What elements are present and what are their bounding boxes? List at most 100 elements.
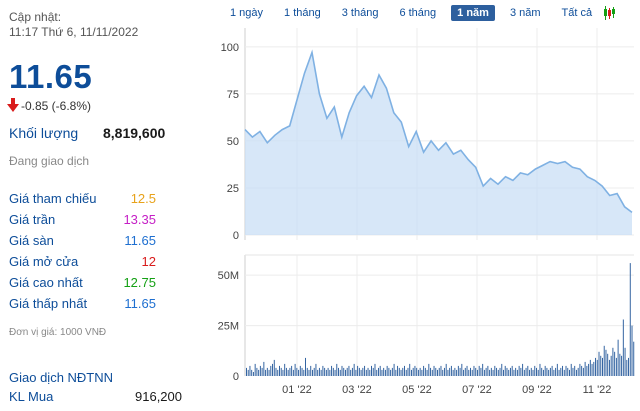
volume-bar: [482, 363, 484, 376]
stat-value: 11.65: [124, 233, 156, 248]
volume-bar: [417, 369, 419, 376]
volume-bar: [374, 363, 376, 376]
volume-bar: [579, 363, 581, 376]
volume-bar: [332, 367, 334, 376]
volume-bar: [367, 367, 369, 376]
volume-bar: [461, 363, 463, 376]
volume-bar: [414, 365, 416, 376]
volume-bar: [412, 367, 414, 376]
volume-bar: [292, 369, 294, 376]
volume-bar: [602, 357, 603, 376]
volume-bar: [372, 367, 374, 376]
volume-bar: [353, 363, 355, 376]
volume-bar: [419, 367, 421, 376]
stat-value: 13.35: [123, 212, 156, 227]
volume-bar: [490, 367, 492, 376]
volume-bar: [473, 365, 475, 376]
volume-bar: [266, 367, 268, 376]
volume-y-tick-label: 50M: [218, 270, 239, 282]
volume-bar: [567, 367, 569, 376]
x-tick-label: 07 '22: [462, 384, 492, 396]
price-line: [244, 49, 633, 214]
range-button-1-month[interactable]: 1 tháng: [284, 7, 321, 19]
volume-bar: [346, 367, 348, 376]
range-button-all[interactable]: Tất cả: [561, 7, 593, 19]
volume-bar: [483, 369, 485, 376]
volume-bar: [265, 369, 267, 376]
stat-label: Giá mở cửa: [9, 254, 79, 269]
volume-bar: [596, 359, 598, 376]
volume-bar: [247, 369, 249, 376]
volume-bar: [539, 363, 541, 376]
volume-bar: [397, 365, 399, 376]
volume-bar: [574, 365, 576, 376]
volume-bar: [612, 347, 614, 376]
price-y-tick-label: 100: [221, 42, 239, 54]
range-button-3-years[interactable]: 3 năm: [509, 7, 541, 19]
range-button-6-months[interactable]: 6 tháng: [399, 7, 437, 19]
volume-bar: [463, 369, 465, 376]
volume-value: 8,819,600: [103, 125, 166, 141]
volume-bar: [556, 363, 558, 376]
volume-bar: [503, 369, 504, 376]
range-button-1-year[interactable]: 1 năm: [451, 5, 495, 21]
trading-status: Đang giao dịch: [9, 154, 90, 168]
volume-bar: [541, 367, 543, 376]
foreign-trading-title: Giao dịch NĐTNN: [9, 370, 114, 385]
stat-value: 12.5: [130, 191, 156, 206]
stat-label: Giá tham chiếu: [9, 191, 97, 206]
volume-bar: [329, 369, 331, 376]
volume-bar: [499, 367, 501, 376]
volume-bar: [341, 365, 343, 376]
volume-bar: [581, 365, 583, 376]
volume-bar: [437, 369, 438, 376]
volume-bar: [529, 369, 531, 376]
volume-bar: [563, 369, 565, 376]
volume-bar: [365, 369, 367, 376]
volume-bar: [476, 369, 478, 376]
volume-bar: [586, 365, 588, 376]
price-volume-chart: 0 25 50 75 100 0 25M 50M 01 '22 03 '22 05 '22 07 '2…: [218, 28, 635, 396]
x-tick-label: 03 '22: [342, 384, 372, 396]
volume-bar: [421, 369, 423, 376]
volume-bar: [443, 367, 445, 376]
volume-bar: [383, 367, 385, 376]
volume-bar: [400, 369, 402, 376]
volume-bar: [313, 367, 315, 376]
volume-bar: [595, 357, 597, 376]
volume-bar: [520, 367, 522, 376]
volume-bar: [395, 369, 397, 376]
volume-bar: [560, 367, 562, 376]
volume-bar: [548, 369, 550, 376]
volume-bar: [615, 357, 617, 376]
volume-bar: [532, 369, 534, 376]
volume-bar: [261, 367, 263, 376]
x-tick-label: 09 '22: [522, 384, 552, 396]
price-y-tick-label: 50: [227, 136, 239, 148]
volume-bar: [301, 367, 303, 376]
volume-bar: [369, 369, 371, 376]
volume-bar: [339, 369, 341, 376]
volume-bar: [272, 363, 274, 376]
volume-bar: [410, 369, 412, 376]
price-y-tick-label: 25: [227, 183, 239, 195]
volume-bar: [631, 325, 633, 376]
range-button-1-day[interactable]: 1 ngày: [230, 7, 264, 19]
volume-bar: [258, 369, 260, 376]
volume-bar: [289, 367, 291, 376]
volume-bar: [299, 365, 301, 376]
price-unit-note: Đơn vị giá: 1000 VNĐ: [9, 327, 107, 338]
volume-bar: [402, 367, 404, 376]
volume-bar: [628, 357, 630, 376]
candlestick-icon[interactable]: [603, 5, 616, 21]
volume-bar: [588, 363, 590, 376]
stat-value: 11.65: [124, 296, 156, 311]
volume-bar: [254, 363, 256, 376]
volume-bar: [489, 369, 491, 376]
volume-bar: [442, 369, 444, 376]
range-button-3-months[interactable]: 3 tháng: [341, 7, 379, 19]
volume-bar: [494, 365, 496, 376]
volume-bar: [317, 369, 319, 376]
volume-bar: [268, 369, 270, 376]
volume-bar: [497, 369, 499, 376]
